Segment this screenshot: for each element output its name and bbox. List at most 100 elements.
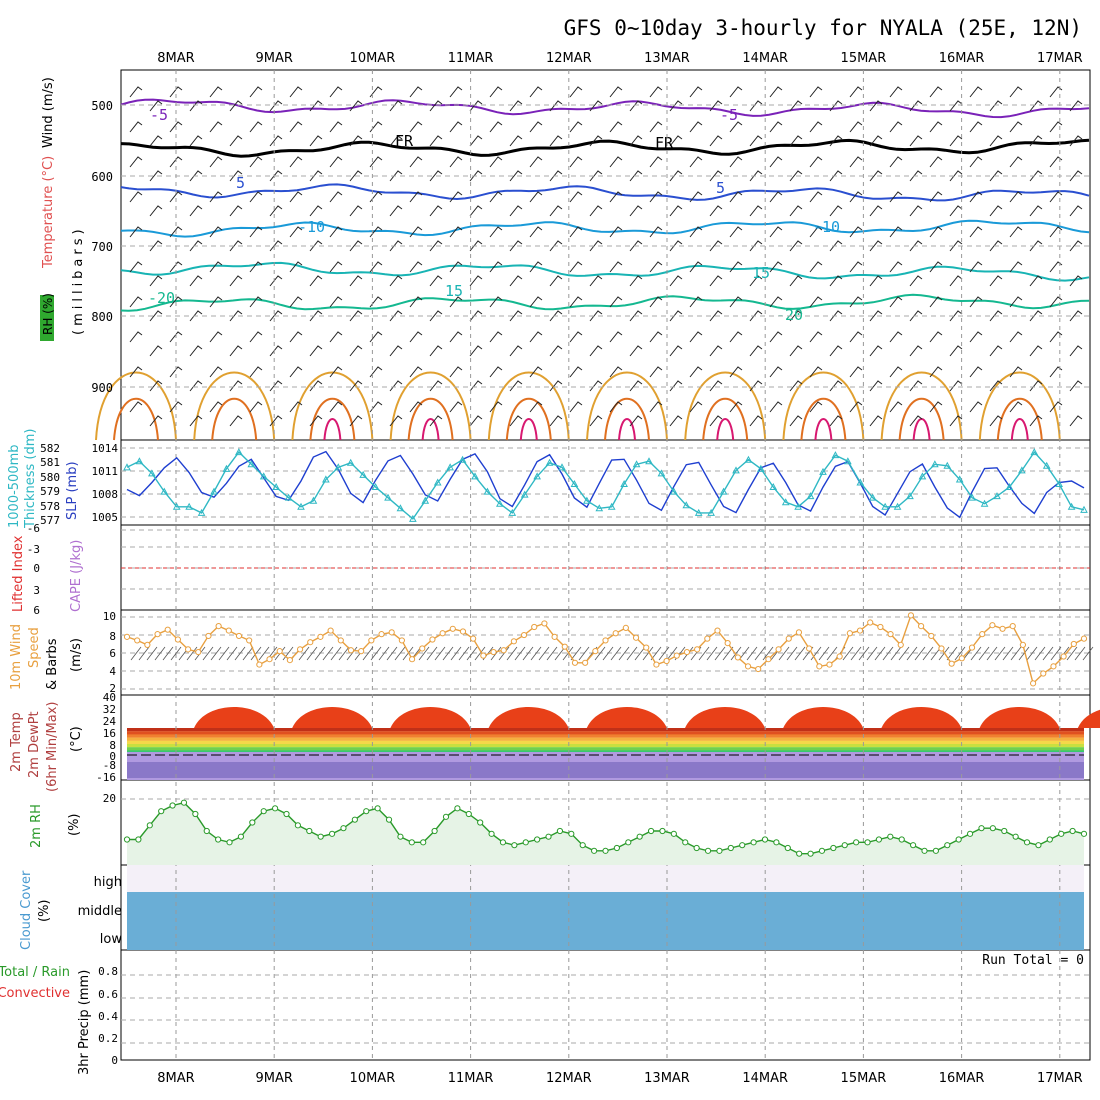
wind-barb — [949, 135, 963, 147]
wind-barb — [209, 191, 223, 203]
wind10-point — [856, 627, 864, 634]
thickness-point — [483, 487, 492, 495]
date-label-bottom: 8MAR — [157, 1071, 194, 1086]
wind10-point — [948, 660, 955, 667]
wind10-point — [561, 643, 568, 650]
rh2m-point — [625, 839, 632, 846]
wind-barb — [329, 121, 343, 133]
wind10-point — [918, 623, 925, 630]
wind10-barb — [282, 646, 294, 661]
wind-barb — [529, 366, 543, 378]
surface-contour — [193, 371, 276, 441]
slp-tick-1014: 1014 — [92, 442, 119, 455]
wind-barb — [769, 401, 783, 413]
wind-barb — [829, 380, 843, 392]
precip-tick-04: 0.4 — [98, 1010, 118, 1023]
wind10-point — [724, 640, 731, 647]
rh2m-point — [158, 808, 165, 815]
wind-barb — [489, 121, 503, 133]
wind-barb — [849, 261, 863, 273]
wind10-barb — [882, 646, 894, 661]
wind-barb — [289, 261, 303, 273]
rh-tick-20: 20 — [103, 792, 116, 805]
slp-tick-1008: 1008 — [92, 488, 119, 501]
wind-barb — [689, 156, 703, 168]
wind-barb — [809, 261, 823, 273]
wind-barb — [1029, 380, 1043, 392]
rh2m-point — [704, 847, 712, 854]
thickness-point — [906, 492, 914, 500]
wind-barb — [649, 191, 663, 203]
wind10-barb — [698, 646, 710, 661]
wind-barb — [929, 366, 943, 378]
wind-barb — [749, 100, 763, 112]
rh2m-point — [853, 839, 860, 846]
wind-barb — [589, 345, 603, 357]
wind-barb — [709, 345, 723, 357]
wind-barb — [349, 170, 363, 182]
rh2m-point — [192, 810, 199, 818]
wind-barb — [1049, 261, 1063, 273]
p-tick-500: 500 — [91, 99, 113, 113]
wind-barb — [869, 415, 883, 427]
surface-contour — [800, 397, 847, 441]
wind-barb — [229, 100, 243, 112]
wind-barb — [529, 156, 543, 168]
wind10-point — [694, 646, 701, 653]
rh2m-point — [306, 827, 313, 835]
wind-barb — [869, 310, 883, 322]
wind-barb — [889, 156, 903, 168]
wind-barb — [449, 296, 463, 308]
wind-barb — [1069, 100, 1083, 112]
wind10-point — [775, 646, 782, 653]
date-label-top: 9MAR — [255, 51, 292, 66]
temp-max-hump — [488, 707, 569, 728]
rh2m-point — [784, 844, 791, 852]
surface-contour — [291, 371, 374, 441]
wind-barb — [309, 100, 323, 112]
wind10-point — [378, 631, 385, 638]
wind-barb — [169, 226, 183, 238]
wind10-barb — [866, 646, 878, 661]
rh2m-label: 2m RH — [29, 804, 44, 848]
wind-tick-4: 4 — [109, 665, 116, 678]
rh2m-point — [830, 844, 837, 852]
thickness-point — [620, 479, 628, 488]
wind-barb — [749, 170, 763, 182]
wind10-barb — [610, 646, 622, 661]
rh2m-point — [146, 822, 153, 829]
wind-barb — [389, 415, 403, 427]
rh2m-point — [511, 842, 518, 849]
date-label-top: 17MAR — [1037, 51, 1083, 66]
wind-barb — [949, 170, 963, 182]
date-label-bottom: 11MAR — [448, 1071, 494, 1086]
rh2m-point — [340, 825, 347, 832]
rh2m-point — [408, 839, 415, 846]
rh2m-point — [602, 847, 609, 854]
wind-barb — [729, 401, 743, 413]
wind-barb — [1029, 345, 1043, 357]
wind-barb — [709, 415, 723, 427]
precip-rain-label: Total / Rain — [0, 965, 70, 980]
wind10-point — [134, 637, 141, 644]
wind-barb — [389, 100, 403, 112]
wind10-point — [408, 656, 416, 663]
date-labels-top: 8MAR 9MAR 10MAR 11MAR 12MAR 13MAR 14MAR 15MAR 16… — [157, 51, 1082, 66]
wind-barb — [989, 345, 1003, 357]
wind-barb — [129, 156, 143, 168]
wind-barb — [549, 100, 563, 112]
wind10-point — [1060, 653, 1067, 660]
upper-rh-label: RH (%) — [41, 293, 55, 335]
wind-barb — [969, 331, 983, 343]
wind-barb — [1049, 86, 1063, 98]
wind-barb — [409, 401, 423, 413]
wind-barb — [1029, 205, 1043, 217]
wind-barb — [1069, 310, 1083, 322]
precip-conv-label: Convective — [0, 986, 70, 1001]
temp-max-hump — [881, 707, 962, 728]
wind-barb — [129, 226, 143, 238]
wind-barb — [389, 275, 403, 287]
wind-barb — [1049, 366, 1063, 378]
rh2m-point — [1080, 830, 1088, 837]
wind10-barb — [986, 646, 998, 661]
